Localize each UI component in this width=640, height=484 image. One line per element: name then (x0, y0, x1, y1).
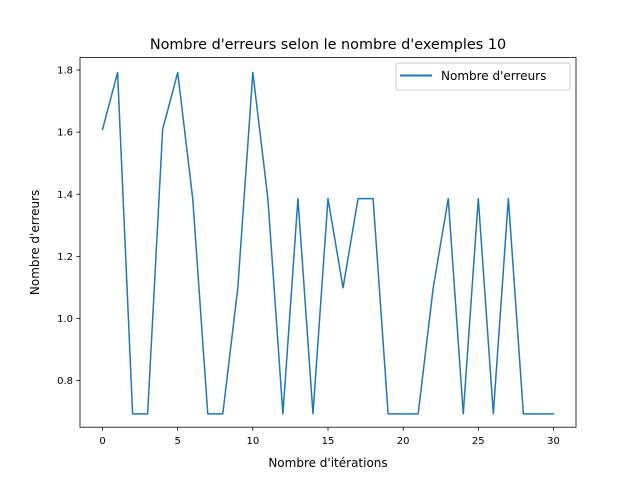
plot-area: 0 5 10 15 20 25 30 0.8 1.0 1.2 1.4 1.6 1.8 (57, 57, 577, 447)
y-tick-label: 1.8 (57, 66, 73, 77)
y-axis-ticks: 0.8 1.0 1.2 1.4 1.6 1.8 (57, 66, 80, 387)
x-tick-label: 5 (175, 436, 181, 447)
x-axis-label: Nombre d'itérations (268, 456, 387, 470)
x-tick-label: 30 (547, 436, 560, 447)
y-tick-label: 0.8 (57, 376, 73, 387)
series-line-0 (101, 71, 555, 415)
x-axis-ticks: 0 5 10 15 20 25 30 (99, 427, 560, 447)
x-tick-label: 25 (472, 436, 485, 447)
y-tick-label: 1.6 (57, 128, 73, 139)
x-tick-label: 15 (322, 436, 335, 447)
x-tick-label: 10 (246, 436, 259, 447)
x-tick-label: 0 (99, 436, 105, 447)
legend-box (395, 62, 571, 91)
y-tick-label: 1.0 (57, 314, 73, 325)
y-tick-label: 1.4 (57, 190, 73, 201)
axes-frame (79, 57, 577, 428)
series-layer (101, 71, 555, 415)
legend-label: Nombre d'erreurs (441, 69, 546, 83)
chart-title: Nombre d'erreurs selon le nombre d'exemp… (150, 37, 506, 53)
legend: Nombre d'erreurs (395, 62, 571, 91)
y-tick-label: 1.2 (57, 252, 73, 263)
y-axis-label: Nombre d'erreurs (28, 190, 42, 295)
x-tick-label: 20 (397, 436, 410, 447)
